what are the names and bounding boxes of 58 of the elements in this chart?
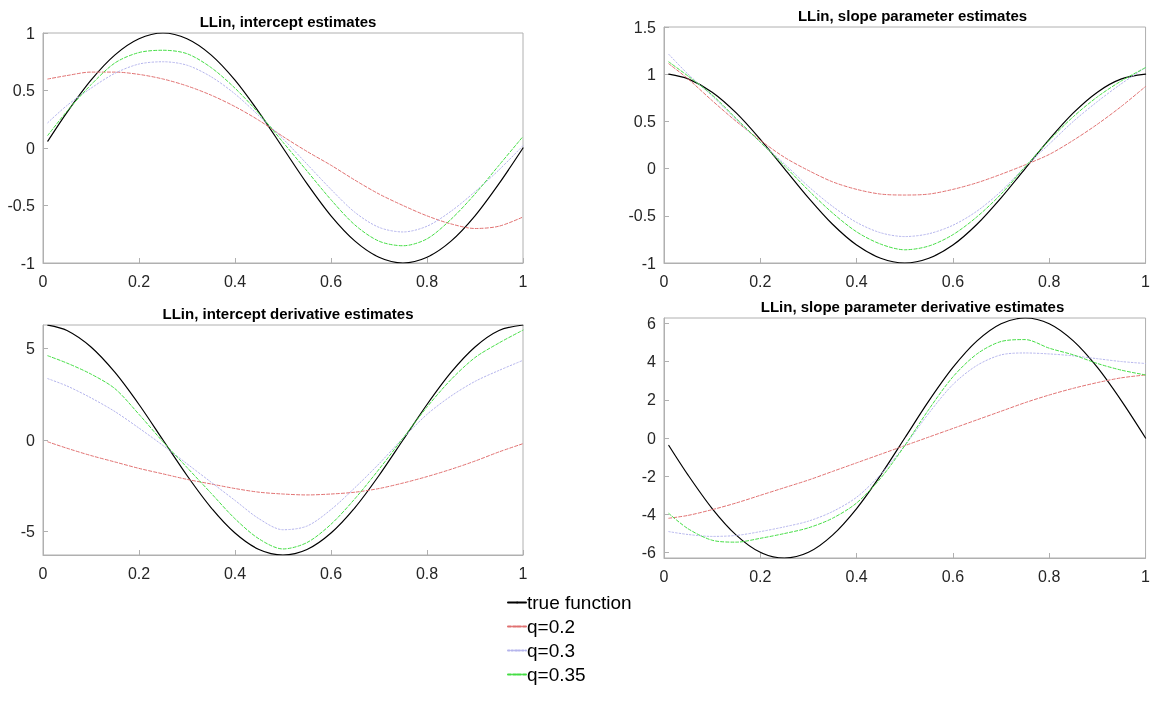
y-tick-label: 0 bbox=[647, 160, 657, 178]
y-tick-label: 4 bbox=[647, 353, 657, 371]
x-tick-label: 0 bbox=[38, 564, 48, 582]
y-tick-label: 5 bbox=[26, 339, 36, 357]
x-tick-label: 0.8 bbox=[1038, 272, 1061, 290]
x-tick-label: 0.6 bbox=[319, 564, 343, 582]
x-tick-label: 0.8 bbox=[1038, 567, 1061, 585]
x-tick-label: 0 bbox=[659, 272, 669, 290]
y-tick-label: -0.5 bbox=[628, 207, 657, 225]
legend-label: true function bbox=[527, 592, 632, 613]
x-tick-label: 0 bbox=[659, 567, 669, 585]
y-tick-label: -6 bbox=[641, 544, 657, 562]
chart-title: LLin, intercept derivative estimates bbox=[162, 305, 414, 322]
x-tick-label: 0.6 bbox=[319, 272, 343, 290]
y-tick-label: -5 bbox=[20, 523, 36, 541]
line-series bbox=[47, 441, 524, 496]
y-tick-label: 0.5 bbox=[12, 82, 36, 99]
chart-title: LLin, slope parameter estimates bbox=[797, 7, 1028, 24]
y-tick-label: -1 bbox=[641, 254, 657, 272]
y-tick-label: 0 bbox=[647, 429, 657, 447]
x-tick-label: 0.2 bbox=[127, 272, 151, 290]
legend-label: q=0.35 bbox=[527, 664, 586, 685]
x-tick-label: 0.4 bbox=[845, 272, 868, 290]
y-tick-label: 1.5 bbox=[633, 18, 657, 36]
y-tick-label: 0.5 bbox=[633, 112, 657, 130]
legend-label: q=0.3 bbox=[527, 640, 576, 661]
y-tick-label: -4 bbox=[641, 505, 657, 523]
chart-title: LLin, intercept estimates bbox=[199, 13, 377, 30]
x-tick-label: 1 bbox=[518, 272, 528, 290]
y-tick-label: -1 bbox=[20, 254, 36, 272]
x-tick-label: 0.4 bbox=[223, 564, 247, 582]
y-tick-label: -2 bbox=[641, 467, 657, 485]
x-tick-label: 0.6 bbox=[941, 272, 965, 290]
x-tick-label: 0 bbox=[38, 272, 48, 290]
y-tick-label: 1 bbox=[647, 65, 657, 83]
y-tick-label: 0 bbox=[26, 431, 36, 449]
x-tick-label: 0.2 bbox=[127, 564, 151, 582]
line-series bbox=[668, 63, 1147, 196]
x-tick-label: 0.2 bbox=[749, 567, 772, 585]
line-series bbox=[47, 359, 524, 531]
x-tick-label: 0.8 bbox=[415, 272, 439, 290]
line-series bbox=[668, 317, 1147, 559]
y-tick-label: 1 bbox=[26, 24, 36, 42]
chart-title: LLin, slope parameter derivative estimates bbox=[760, 298, 1065, 315]
x-tick-label: 0.2 bbox=[749, 272, 772, 290]
line-series bbox=[668, 374, 1147, 519]
legend-label: q=0.2 bbox=[527, 616, 576, 637]
x-tick-label: 0.8 bbox=[415, 564, 439, 582]
y-tick-label: 0 bbox=[26, 139, 36, 157]
x-tick-label: 0.6 bbox=[941, 567, 965, 585]
y-tick-label: -0.5 bbox=[7, 197, 36, 214]
x-tick-label: 1 bbox=[518, 564, 528, 582]
x-tick-label: 1 bbox=[1141, 567, 1151, 585]
x-tick-label: 1 bbox=[1141, 272, 1151, 290]
y-tick-label: 6 bbox=[647, 314, 657, 332]
y-tick-label: 2 bbox=[647, 391, 657, 409]
x-tick-label: 0.4 bbox=[223, 272, 247, 290]
x-tick-label: 0.4 bbox=[845, 567, 868, 585]
